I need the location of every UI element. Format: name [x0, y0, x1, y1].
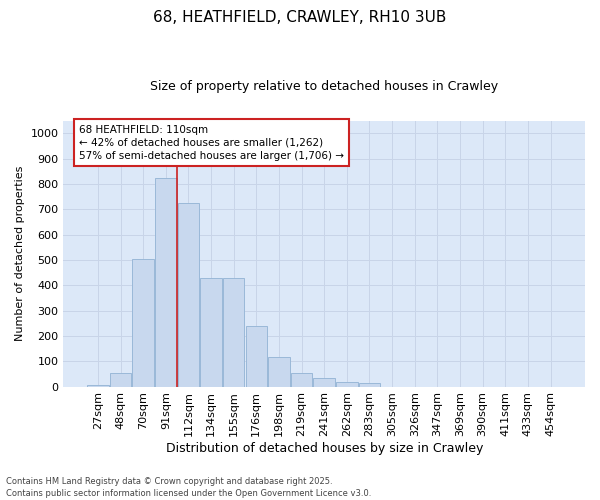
Text: Contains HM Land Registry data © Crown copyright and database right 2025.
Contai: Contains HM Land Registry data © Crown c…	[6, 476, 371, 498]
Bar	[155, 178, 176, 386]
Y-axis label: Number of detached properties: Number of detached properties	[15, 166, 25, 342]
Bar	[268, 356, 290, 386]
Bar	[291, 372, 313, 386]
Bar	[133, 258, 154, 386]
Bar	[245, 326, 267, 386]
X-axis label: Distribution of detached houses by size in Crawley: Distribution of detached houses by size …	[166, 442, 483, 455]
Text: 68 HEATHFIELD: 110sqm
← 42% of detached houses are smaller (1,262)
57% of semi-d: 68 HEATHFIELD: 110sqm ← 42% of detached …	[79, 124, 344, 161]
Bar	[178, 203, 199, 386]
Bar	[110, 372, 131, 386]
Text: 68, HEATHFIELD, CRAWLEY, RH10 3UB: 68, HEATHFIELD, CRAWLEY, RH10 3UB	[154, 10, 446, 25]
Title: Size of property relative to detached houses in Crawley: Size of property relative to detached ho…	[150, 80, 498, 93]
Bar	[200, 278, 222, 386]
Bar	[359, 383, 380, 386]
Bar	[336, 382, 358, 386]
Bar	[313, 378, 335, 386]
Bar	[87, 384, 109, 386]
Bar	[223, 278, 244, 386]
